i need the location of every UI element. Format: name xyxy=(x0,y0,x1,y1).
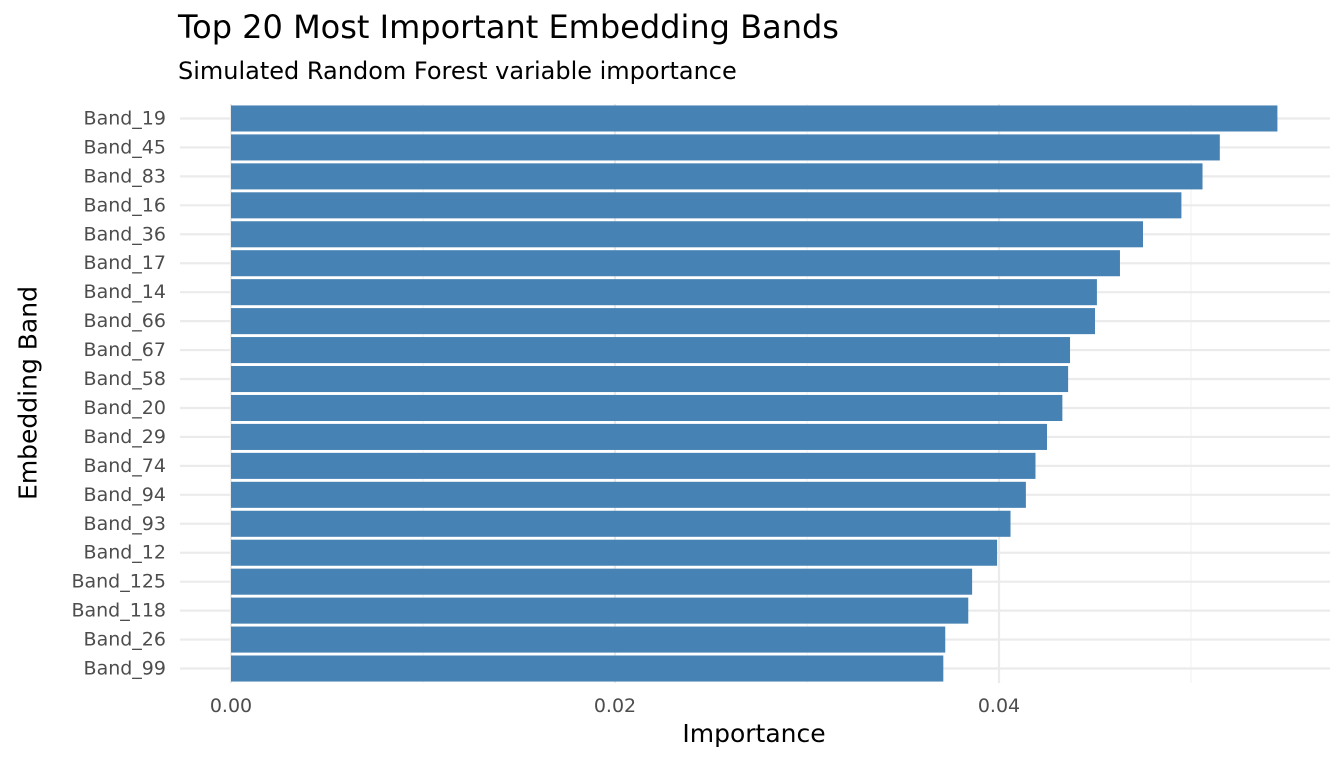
chart-subtitle: Simulated Random Forest variable importa… xyxy=(178,57,737,85)
y-tick-label: Band_58 xyxy=(84,368,166,390)
bar xyxy=(231,221,1143,248)
bar xyxy=(231,279,1097,306)
bar xyxy=(231,192,1182,219)
y-tick-label: Band_93 xyxy=(84,513,166,535)
y-tick-label: Band_20 xyxy=(84,397,166,419)
bar xyxy=(231,423,1047,450)
bar xyxy=(231,337,1071,364)
bar xyxy=(231,105,1278,132)
y-tick-label: Band_83 xyxy=(84,165,166,187)
chart-title: Top 20 Most Important Embedding Bands xyxy=(178,8,839,46)
y-tick-labels: Band_19 Band_45 Band_83 Band_16 Band_36 Band_… xyxy=(71,107,166,679)
y-tick-label: Band_16 xyxy=(84,194,166,216)
bar xyxy=(231,365,1069,393)
bar xyxy=(231,539,998,566)
y-tick-label: Band_94 xyxy=(84,484,166,506)
bar xyxy=(231,308,1095,335)
y-tick-label: Band_26 xyxy=(84,629,166,651)
y-tick-label: Band_74 xyxy=(84,455,166,477)
bar xyxy=(231,655,944,682)
grid-layer xyxy=(180,104,1330,683)
y-axis-title: Embedding Band xyxy=(13,286,43,500)
y-tick-label: Band_125 xyxy=(71,571,166,593)
y-tick-label: Band_99 xyxy=(84,658,166,680)
x-axis-title: Importance xyxy=(682,719,826,748)
bar xyxy=(231,626,946,653)
x-tick-label: 0.04 xyxy=(978,695,1020,717)
y-tick-label: Band_67 xyxy=(84,339,166,361)
y-tick-label: Band_17 xyxy=(84,252,166,274)
y-tick-label: Band_19 xyxy=(84,107,166,129)
bar xyxy=(231,250,1120,277)
x-tick-label: 0.02 xyxy=(594,695,636,717)
bar xyxy=(231,134,1220,161)
y-tick-label: Band_36 xyxy=(84,223,166,245)
bar xyxy=(231,394,1063,422)
y-tick-label: Band_14 xyxy=(84,281,166,303)
x-tick-label: 0.00 xyxy=(210,695,252,717)
y-tick-label: Band_29 xyxy=(84,426,166,448)
bar xyxy=(231,510,1011,537)
bar xyxy=(231,481,1026,508)
y-tick-label: Band_45 xyxy=(84,136,166,158)
bar xyxy=(231,452,1036,479)
y-tick-label: Band_66 xyxy=(84,310,166,332)
y-tick-label: Band_118 xyxy=(71,600,166,622)
x-tick-labels: 0.00 0.02 0.04 xyxy=(210,695,1020,717)
bar xyxy=(231,163,1203,190)
bar xyxy=(231,568,973,595)
bar-layer xyxy=(231,105,1278,682)
y-tick-label: Band_12 xyxy=(84,542,166,564)
bar xyxy=(231,597,969,624)
